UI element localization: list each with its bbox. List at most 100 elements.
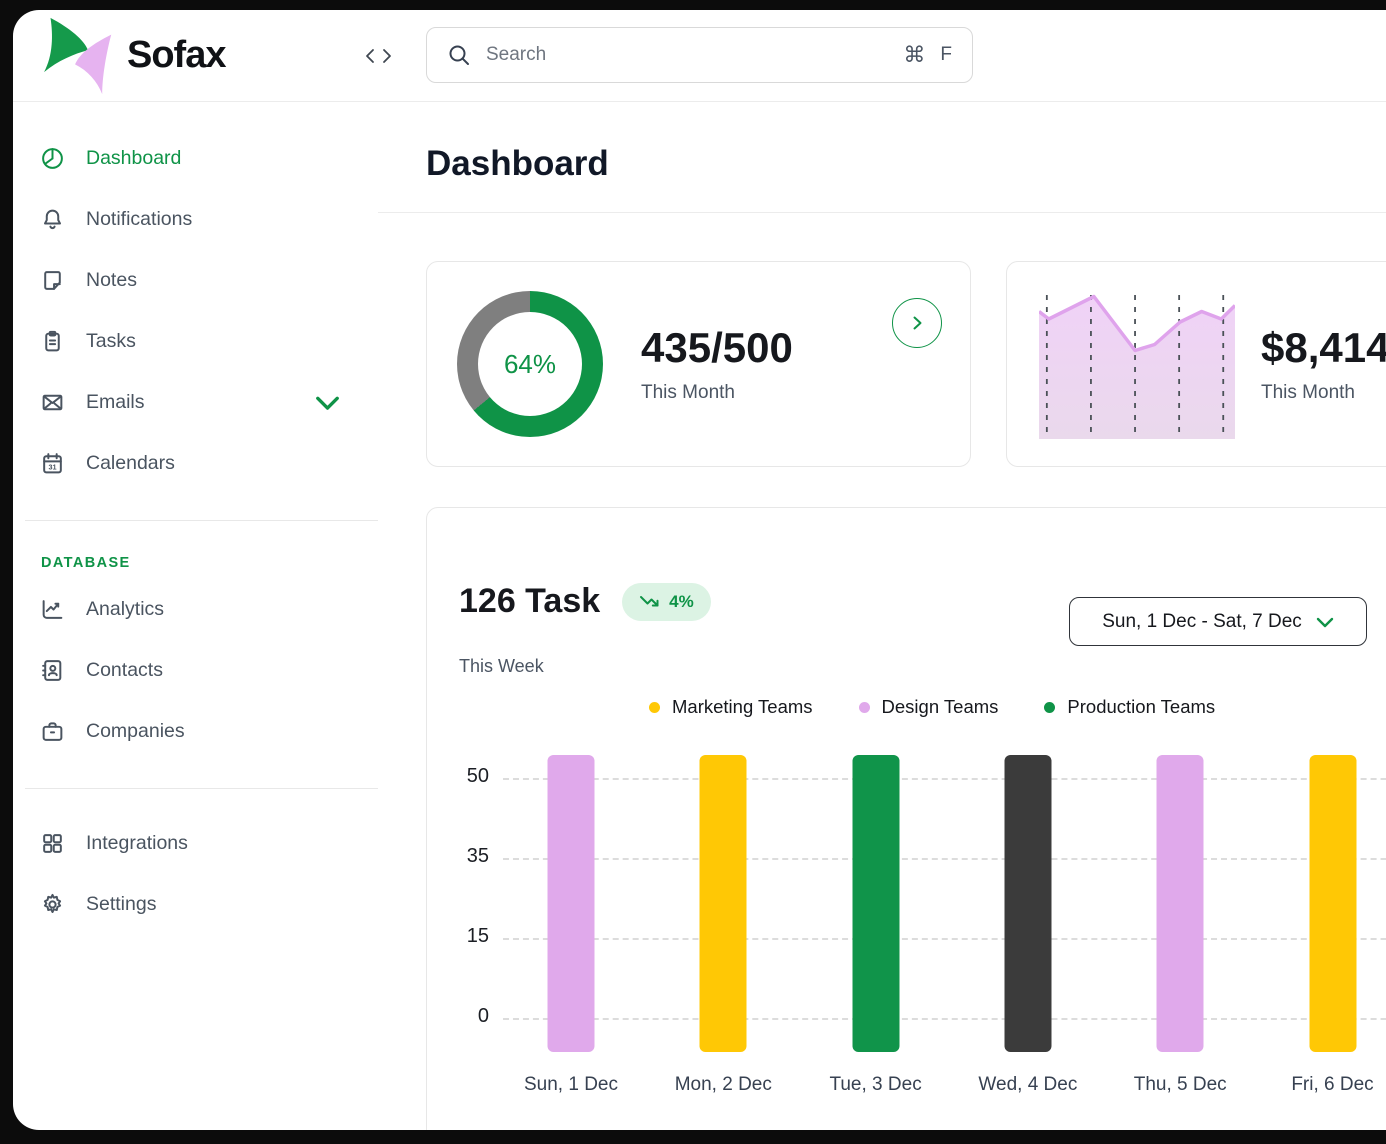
revenue-amount: $8,414	[1261, 324, 1386, 371]
chevron-down-icon	[316, 396, 339, 410]
badge-value: 4%	[669, 591, 694, 611]
tasks-header: 126 Task 4%	[459, 582, 711, 621]
sidebar-item-settings[interactable]: Settings	[13, 874, 378, 935]
search-icon	[449, 45, 469, 65]
revenue-caption: This Month	[1261, 382, 1355, 403]
brand-name: Sofax	[127, 34, 226, 76]
sidebar-item-emails[interactable]: Emails	[13, 372, 378, 433]
shortcut-key: F	[940, 44, 952, 65]
tasks-caption: This Week	[459, 656, 544, 676]
x-axis-label: Sun, 1 Dec	[524, 1074, 618, 1095]
bar	[1309, 755, 1356, 1052]
next-arrow-button[interactable]	[892, 298, 942, 348]
revenue-metric: $8,414 This Month	[1261, 324, 1386, 404]
chevron-left-icon	[366, 48, 374, 63]
svg-text:31: 31	[48, 462, 56, 471]
x-axis-label: Mon, 2 Dec	[674, 1074, 772, 1095]
y-axis-label: 15	[466, 925, 489, 947]
sidebar-item-notifications[interactable]: Notifications	[13, 189, 378, 250]
sidebar-item-label: Companies	[86, 720, 185, 742]
envelope-icon	[42, 394, 63, 411]
sidebar-item-companies[interactable]: Companies	[13, 701, 378, 762]
chevron-down-icon	[1316, 617, 1333, 627]
x-axis-label: Wed, 4 Dec	[978, 1074, 1078, 1095]
trend-down-icon	[640, 596, 659, 607]
address-book-icon	[42, 660, 62, 681]
sidebar-item-label: Calendars	[86, 452, 175, 474]
app-window: Sofax ⌘ F Dashboard Notifications	[13, 10, 1386, 1130]
bar	[547, 755, 595, 1052]
horizontal-gridline	[503, 1018, 1386, 1020]
chevron-right-icon	[913, 316, 922, 330]
donut-percent: 64%	[478, 312, 582, 416]
brand-logo: Sofax	[35, 16, 226, 96]
sidebar-item-notes[interactable]: Notes	[13, 250, 378, 311]
stat-cards-row: 64% 435/500 This Month	[426, 261, 1386, 467]
y-axis-label: 35	[466, 845, 489, 867]
note-icon	[44, 271, 61, 290]
search-shortcut: ⌘ F	[903, 42, 952, 68]
page-title: Dashboard	[426, 144, 609, 183]
legend-label: Production Teams	[1067, 696, 1216, 717]
sidebar-item-analytics[interactable]: Analytics	[13, 579, 378, 640]
sidebar: Dashboard Notifications Notes Tasks Emai…	[13, 102, 378, 1130]
x-axis-label: Tue, 3 Dec	[829, 1074, 922, 1095]
bell-icon	[44, 209, 61, 230]
legend-item: Marketing Teams	[649, 696, 813, 718]
sidebar-collapse-button[interactable]	[363, 46, 394, 66]
topbar: Sofax ⌘ F	[13, 10, 1386, 102]
clipboard-icon	[45, 330, 60, 352]
progress-metric: 435/500 This Month	[641, 324, 793, 404]
y-axis-label: 50	[466, 765, 489, 787]
sidebar-item-label: Integrations	[86, 832, 188, 854]
sidebar-item-integrations[interactable]: Integrations	[13, 813, 378, 874]
briefcase-icon	[42, 722, 63, 741]
sidebar-item-calendars[interactable]: 31 Calendars	[13, 433, 378, 494]
legend-item: Design Teams	[858, 696, 999, 718]
horizontal-gridline	[503, 938, 1386, 940]
legend-label: Marketing Teams	[672, 696, 813, 717]
sidebar-item-tasks[interactable]: Tasks	[13, 311, 378, 372]
bar-chart: 50 35 15 0 Sun, 1 Dec Mon, 2 Dec Tue, 3 Dec Wed…	[427, 508, 1386, 1130]
horizontal-gridline	[503, 778, 1386, 780]
bar	[1156, 755, 1204, 1052]
bar	[1004, 755, 1052, 1052]
search-box[interactable]: ⌘ F	[426, 27, 973, 83]
sidebar-item-label: Settings	[86, 893, 157, 915]
progress-card: 64% 435/500 This Month	[426, 261, 971, 467]
gear-icon	[43, 893, 62, 913]
sofax-logo-icon	[44, 17, 112, 94]
revenue-area-chart	[1039, 289, 1235, 439]
sidebar-item-label: Dashboard	[86, 147, 182, 169]
horizontal-gridline	[503, 858, 1386, 860]
sidebar-item-label: Analytics	[86, 598, 165, 620]
progress-value: 435/500	[641, 324, 793, 371]
donut-chart: 64%	[457, 291, 603, 437]
sidebar-item-dashboard[interactable]: Dashboard	[13, 128, 378, 189]
line-chart-icon	[42, 600, 63, 619]
bar	[852, 755, 900, 1052]
legend-dot-icon	[1044, 701, 1056, 713]
chart-legend: Marketing Teams Design Teams Production Te…	[649, 696, 1215, 718]
tasks-card: 126 Task 4% This Week Sun, 1 Dec - Sat, …	[426, 507, 1386, 1130]
legend-label: Design Teams	[881, 696, 999, 717]
sidebar-item-label: Contacts	[86, 659, 163, 681]
search-input[interactable]	[486, 44, 889, 66]
revenue-card: $8,414 This Month	[1006, 261, 1386, 467]
calendar-icon: 31	[43, 453, 62, 474]
main-content: Dashboard 64% 435/500 This Month	[378, 102, 1386, 1130]
sidebar-item-label: Tasks	[86, 330, 136, 352]
y-axis-label: 0	[477, 1005, 489, 1027]
date-range-value: Sun, 1 Dec - Sat, 7 Dec	[1102, 610, 1302, 632]
area-fill	[1039, 296, 1235, 439]
grid-icon	[43, 834, 62, 853]
sidebar-item-label: Notes	[86, 269, 137, 291]
date-range-select[interactable]: Sun, 1 Dec - Sat, 7 Dec	[1069, 597, 1367, 646]
pie-chart-icon	[42, 148, 63, 169]
sidebar-section-label: DATABASE	[41, 555, 131, 571]
title-divider	[378, 212, 1386, 213]
tasks-title: 126 Task	[459, 582, 601, 620]
legend-dot-icon	[649, 701, 660, 713]
legend-dot-icon	[858, 701, 870, 713]
sidebar-item-contacts[interactable]: Contacts	[13, 640, 378, 701]
